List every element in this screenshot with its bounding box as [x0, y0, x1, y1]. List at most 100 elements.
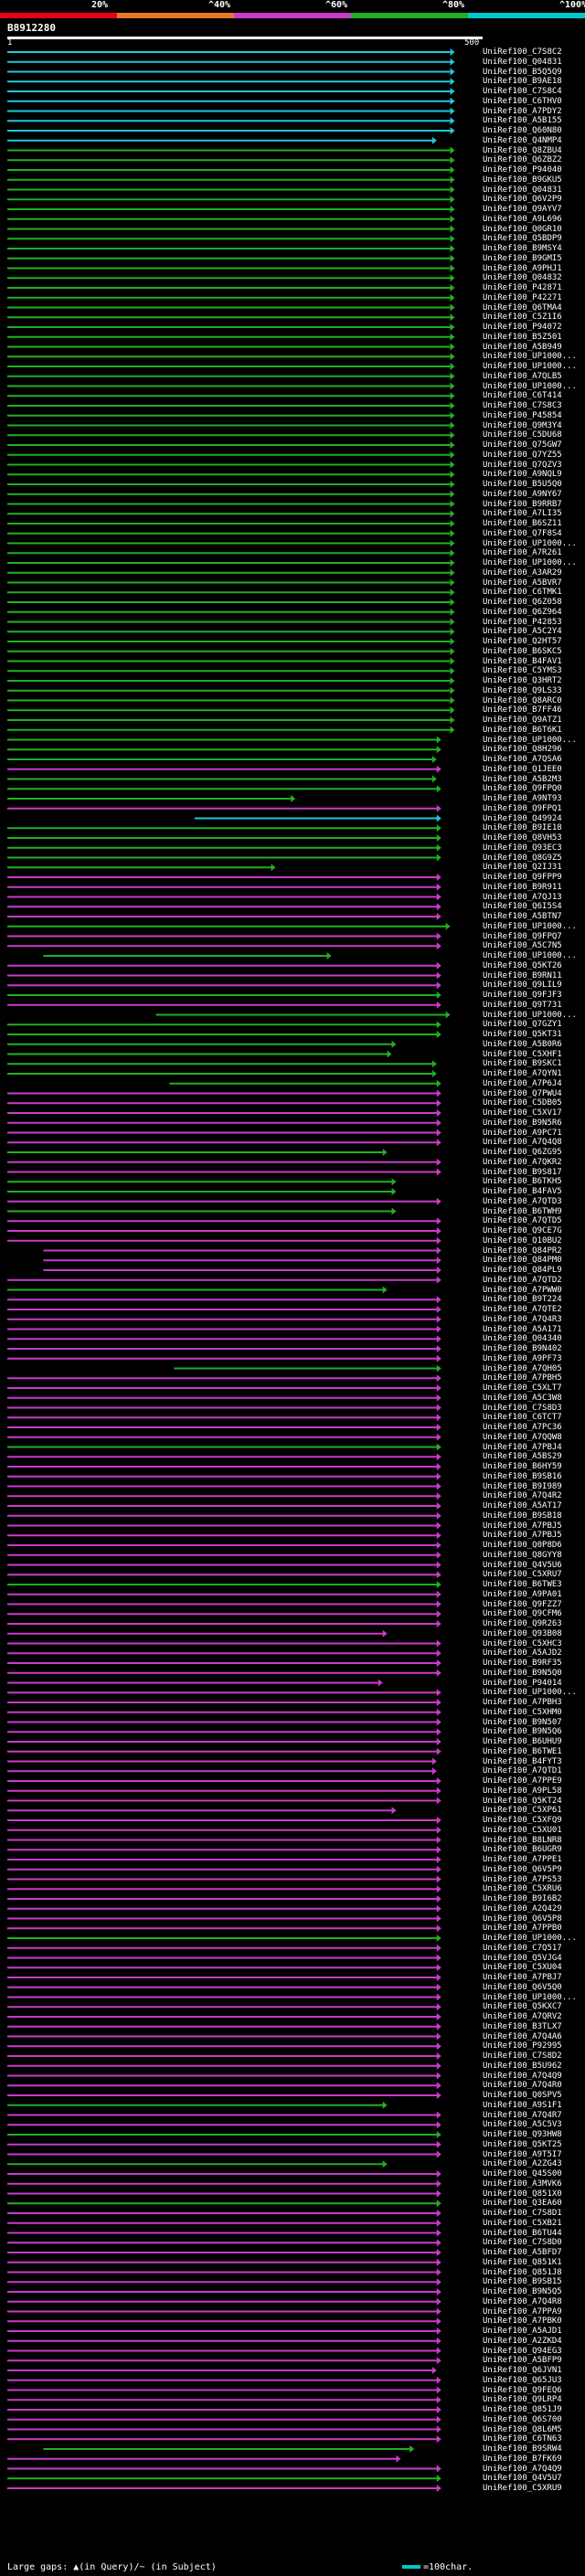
- hit-label[interactable]: UniRef100_Q851X0: [483, 2189, 562, 2199]
- hit-label[interactable]: UniRef100_Q9FPQ7: [483, 931, 562, 941]
- hit-label[interactable]: UniRef100_Q8H296: [483, 745, 562, 755]
- hit-label[interactable]: UniRef100_B9RRB7: [483, 499, 562, 509]
- hit-label[interactable]: UniRef100_Q6V5P8: [483, 1913, 562, 1924]
- hit-label[interactable]: UniRef100_Q9FEQ6: [483, 2385, 562, 2395]
- hit-label[interactable]: UniRef100_C6THV0: [483, 96, 562, 106]
- hit-label[interactable]: UniRef100_A7Q4R8: [483, 2296, 562, 2306]
- hit-label[interactable]: UniRef100_B4FAV1: [483, 656, 562, 666]
- hit-label[interactable]: UniRef100_Q93EC3: [483, 843, 562, 853]
- hit-label[interactable]: UniRef100_B8LNR8: [483, 1835, 562, 1845]
- hit-label[interactable]: UniRef100_Q0P8D6: [483, 1541, 562, 1550]
- hit-label[interactable]: UniRef100_UP1000...: [483, 362, 577, 371]
- hit-label[interactable]: UniRef100_Q6V5Q0: [483, 1982, 562, 1992]
- hit-label[interactable]: UniRef100_Q851J8: [483, 2267, 562, 2277]
- hit-label[interactable]: UniRef100_C7S8D0: [483, 2238, 562, 2248]
- hit-label[interactable]: UniRef100_A5B2M3: [483, 774, 562, 784]
- hit-label[interactable]: UniRef100_P45854: [483, 410, 562, 420]
- hit-label[interactable]: UniRef100_Q5BDP9: [483, 234, 562, 244]
- hit-label[interactable]: UniRef100_Q4V5U7: [483, 2474, 562, 2484]
- hit-label[interactable]: UniRef100_A9L696: [483, 214, 562, 224]
- hit-label[interactable]: UniRef100_A9PC71: [483, 1128, 562, 1138]
- hit-label[interactable]: UniRef100_B3TLX7: [483, 2021, 562, 2031]
- hit-label[interactable]: UniRef100_B6TKH5: [483, 1177, 562, 1187]
- hit-label[interactable]: UniRef100_C7S8C3: [483, 401, 562, 410]
- hit-label[interactable]: UniRef100_Q4NMP4: [483, 135, 562, 145]
- hit-label[interactable]: UniRef100_A5C2Y4: [483, 627, 562, 637]
- hit-label[interactable]: UniRef100_B9MSY4: [483, 244, 562, 253]
- hit-label[interactable]: UniRef100_Q10BU2: [483, 1235, 562, 1246]
- hit-label[interactable]: UniRef100_A7QTD3: [483, 1196, 562, 1206]
- hit-label[interactable]: UniRef100_B9I989: [483, 1481, 562, 1491]
- hit-label[interactable]: UniRef100_Q0SPV5: [483, 2091, 562, 2100]
- hit-label[interactable]: UniRef100_A7Q4R2: [483, 1491, 562, 1501]
- hit-label[interactable]: UniRef100_A7PPE1: [483, 1855, 562, 1864]
- hit-label[interactable]: UniRef100_B5U962: [483, 2061, 562, 2071]
- hit-label[interactable]: UniRef100_B9N5Q5: [483, 2287, 562, 2296]
- hit-label[interactable]: UniRef100_A7QLB5: [483, 371, 562, 381]
- hit-label[interactable]: UniRef100_Q6JVN1: [483, 2366, 562, 2375]
- hit-label[interactable]: UniRef100_B9T224: [483, 1295, 562, 1305]
- hit-label[interactable]: UniRef100_C7S8D1: [483, 2209, 562, 2218]
- hit-label[interactable]: UniRef100_Q84PL9: [483, 1266, 562, 1275]
- hit-label[interactable]: UniRef100_A9PHJ1: [483, 263, 562, 273]
- hit-label[interactable]: UniRef100_B7FK69: [483, 2454, 562, 2464]
- hit-label[interactable]: UniRef100_A3MVK6: [483, 2178, 562, 2189]
- hit-label[interactable]: UniRef100_B9SB18: [483, 1511, 562, 1521]
- hit-label[interactable]: UniRef100_A5AJD1: [483, 2327, 562, 2336]
- hit-label[interactable]: UniRef100_Q2HT57: [483, 637, 562, 646]
- hit-label[interactable]: UniRef100_Q9ATZ1: [483, 716, 562, 725]
- hit-label[interactable]: UniRef100_B6HY59: [483, 1462, 562, 1471]
- hit-label[interactable]: UniRef100_C5XP61: [483, 1806, 562, 1816]
- hit-label[interactable]: UniRef100_A5A171: [483, 1324, 562, 1334]
- hit-label[interactable]: UniRef100_B9SRW4: [483, 2444, 562, 2454]
- hit-label[interactable]: UniRef100_B9SB15: [483, 2277, 562, 2287]
- hit-label[interactable]: UniRef100_B6TWE3: [483, 1580, 562, 1589]
- hit-label[interactable]: UniRef100_B6UGR9: [483, 1845, 562, 1855]
- hit-label[interactable]: UniRef100_A7PBH3: [483, 1698, 562, 1707]
- hit-label[interactable]: UniRef100_B5Z501: [483, 332, 562, 342]
- hit-label[interactable]: UniRef100_Q04831: [483, 185, 562, 195]
- hit-label[interactable]: UniRef100_A7PBJ7: [483, 1973, 562, 1982]
- hit-label[interactable]: UniRef100_C7S8D2: [483, 2051, 562, 2061]
- hit-label[interactable]: UniRef100_B9RF35: [483, 1659, 562, 1668]
- hit-label[interactable]: UniRef100_Q94EG3: [483, 2346, 562, 2356]
- hit-label[interactable]: UniRef100_C5XU01: [483, 1825, 562, 1835]
- hit-label[interactable]: UniRef100_A9S1F1: [483, 2100, 562, 2110]
- hit-label[interactable]: UniRef100_B4FYT3: [483, 1756, 562, 1766]
- hit-label[interactable]: UniRef100_A7Q4R3: [483, 1314, 562, 1324]
- hit-label[interactable]: UniRef100_A7Q4Q9: [483, 2071, 562, 2081]
- hit-label[interactable]: UniRef100_UP1000...: [483, 1010, 577, 1020]
- hit-label[interactable]: UniRef100_Q9LIL9: [483, 981, 562, 991]
- hit-label[interactable]: UniRef100_Q6V5P9: [483, 1864, 562, 1874]
- hit-label[interactable]: UniRef100_Q9CE7G: [483, 1226, 562, 1235]
- hit-label[interactable]: UniRef100_Q9R263: [483, 1619, 562, 1628]
- hit-label[interactable]: UniRef100_A7PBJ5: [483, 1531, 562, 1541]
- hit-label[interactable]: UniRef100_C5XV17: [483, 1108, 562, 1118]
- hit-label[interactable]: UniRef100_Q6V2P9: [483, 195, 562, 205]
- hit-label[interactable]: UniRef100_A5B155: [483, 116, 562, 126]
- hit-label[interactable]: UniRef100_A9PL58: [483, 1786, 562, 1796]
- hit-label[interactable]: UniRef100_Q8G9Z5: [483, 853, 562, 863]
- hit-label[interactable]: UniRef100_A5BS29: [483, 1452, 562, 1462]
- hit-label[interactable]: UniRef100_C5DU68: [483, 430, 562, 440]
- hit-label[interactable]: UniRef100_A7PPA9: [483, 2306, 562, 2316]
- hit-label[interactable]: UniRef100_A5BVR7: [483, 578, 562, 588]
- hit-label[interactable]: UniRef100_C5YMS3: [483, 666, 562, 676]
- hit-label[interactable]: UniRef100_B6T6K1: [483, 725, 562, 735]
- hit-label[interactable]: UniRef100_A7Q4A6: [483, 2031, 562, 2041]
- hit-label[interactable]: UniRef100_P94040: [483, 165, 562, 175]
- hit-label[interactable]: UniRef100_B5U5Q0: [483, 480, 562, 489]
- hit-label[interactable]: UniRef100_Q5VJG4: [483, 1953, 562, 1963]
- hit-label[interactable]: UniRef100_C5XHC3: [483, 1638, 562, 1648]
- hit-label[interactable]: UniRef100_B6TU44: [483, 2228, 562, 2238]
- hit-label[interactable]: UniRef100_Q7QZV3: [483, 460, 562, 470]
- hit-label[interactable]: UniRef100_A5C5V3: [483, 2120, 562, 2130]
- hit-label[interactable]: UniRef100_A7R261: [483, 548, 562, 558]
- hit-label[interactable]: UniRef100_Q65JU3: [483, 2375, 562, 2385]
- hit-label[interactable]: UniRef100_Q8ARC0: [483, 695, 562, 705]
- hit-label[interactable]: UniRef100_C5Z1I6: [483, 313, 562, 323]
- hit-label[interactable]: UniRef100_Q8VH53: [483, 833, 562, 843]
- hit-label[interactable]: UniRef100_Q851J9: [483, 2405, 562, 2414]
- hit-label[interactable]: UniRef100_Q5KT26: [483, 960, 562, 970]
- hit-label[interactable]: UniRef100_Q9T731: [483, 1000, 562, 1010]
